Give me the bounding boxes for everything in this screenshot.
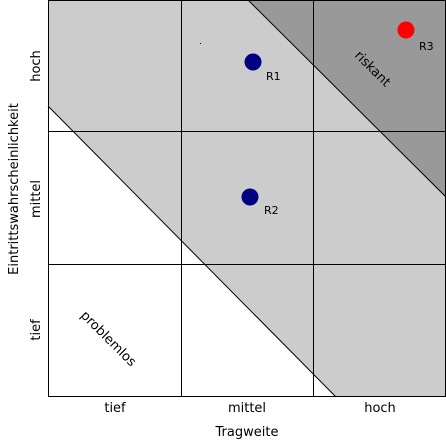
risky-boundary-line — [247, 0, 446, 198]
risk-label-r1: R1 — [266, 70, 281, 83]
risk-point-r2[interactable] — [241, 188, 259, 206]
safe-boundary-line — [47, 105, 337, 398]
risk-point-r1[interactable] — [244, 53, 262, 71]
risk-point-r3[interactable] — [397, 21, 415, 39]
y-tick-tief: tief — [29, 319, 44, 341]
x-tick-mittel: mittel — [228, 401, 266, 416]
y-axis-label: Eintrittswahrscheinlichkeit — [7, 103, 22, 275]
y-tick-mittel: mittel — [29, 180, 44, 218]
x-axis-label: Tragweite — [215, 425, 279, 440]
y-tick-hoch: hoch — [29, 50, 44, 82]
x-tick-tief: tief — [104, 401, 126, 416]
stray-dot — [200, 43, 201, 44]
risk-label-r3: R3 — [419, 40, 434, 53]
risk-label-r2: R2 — [264, 204, 279, 217]
grid — [48, 0, 446, 397]
x-tick-hoch: hoch — [364, 401, 396, 416]
